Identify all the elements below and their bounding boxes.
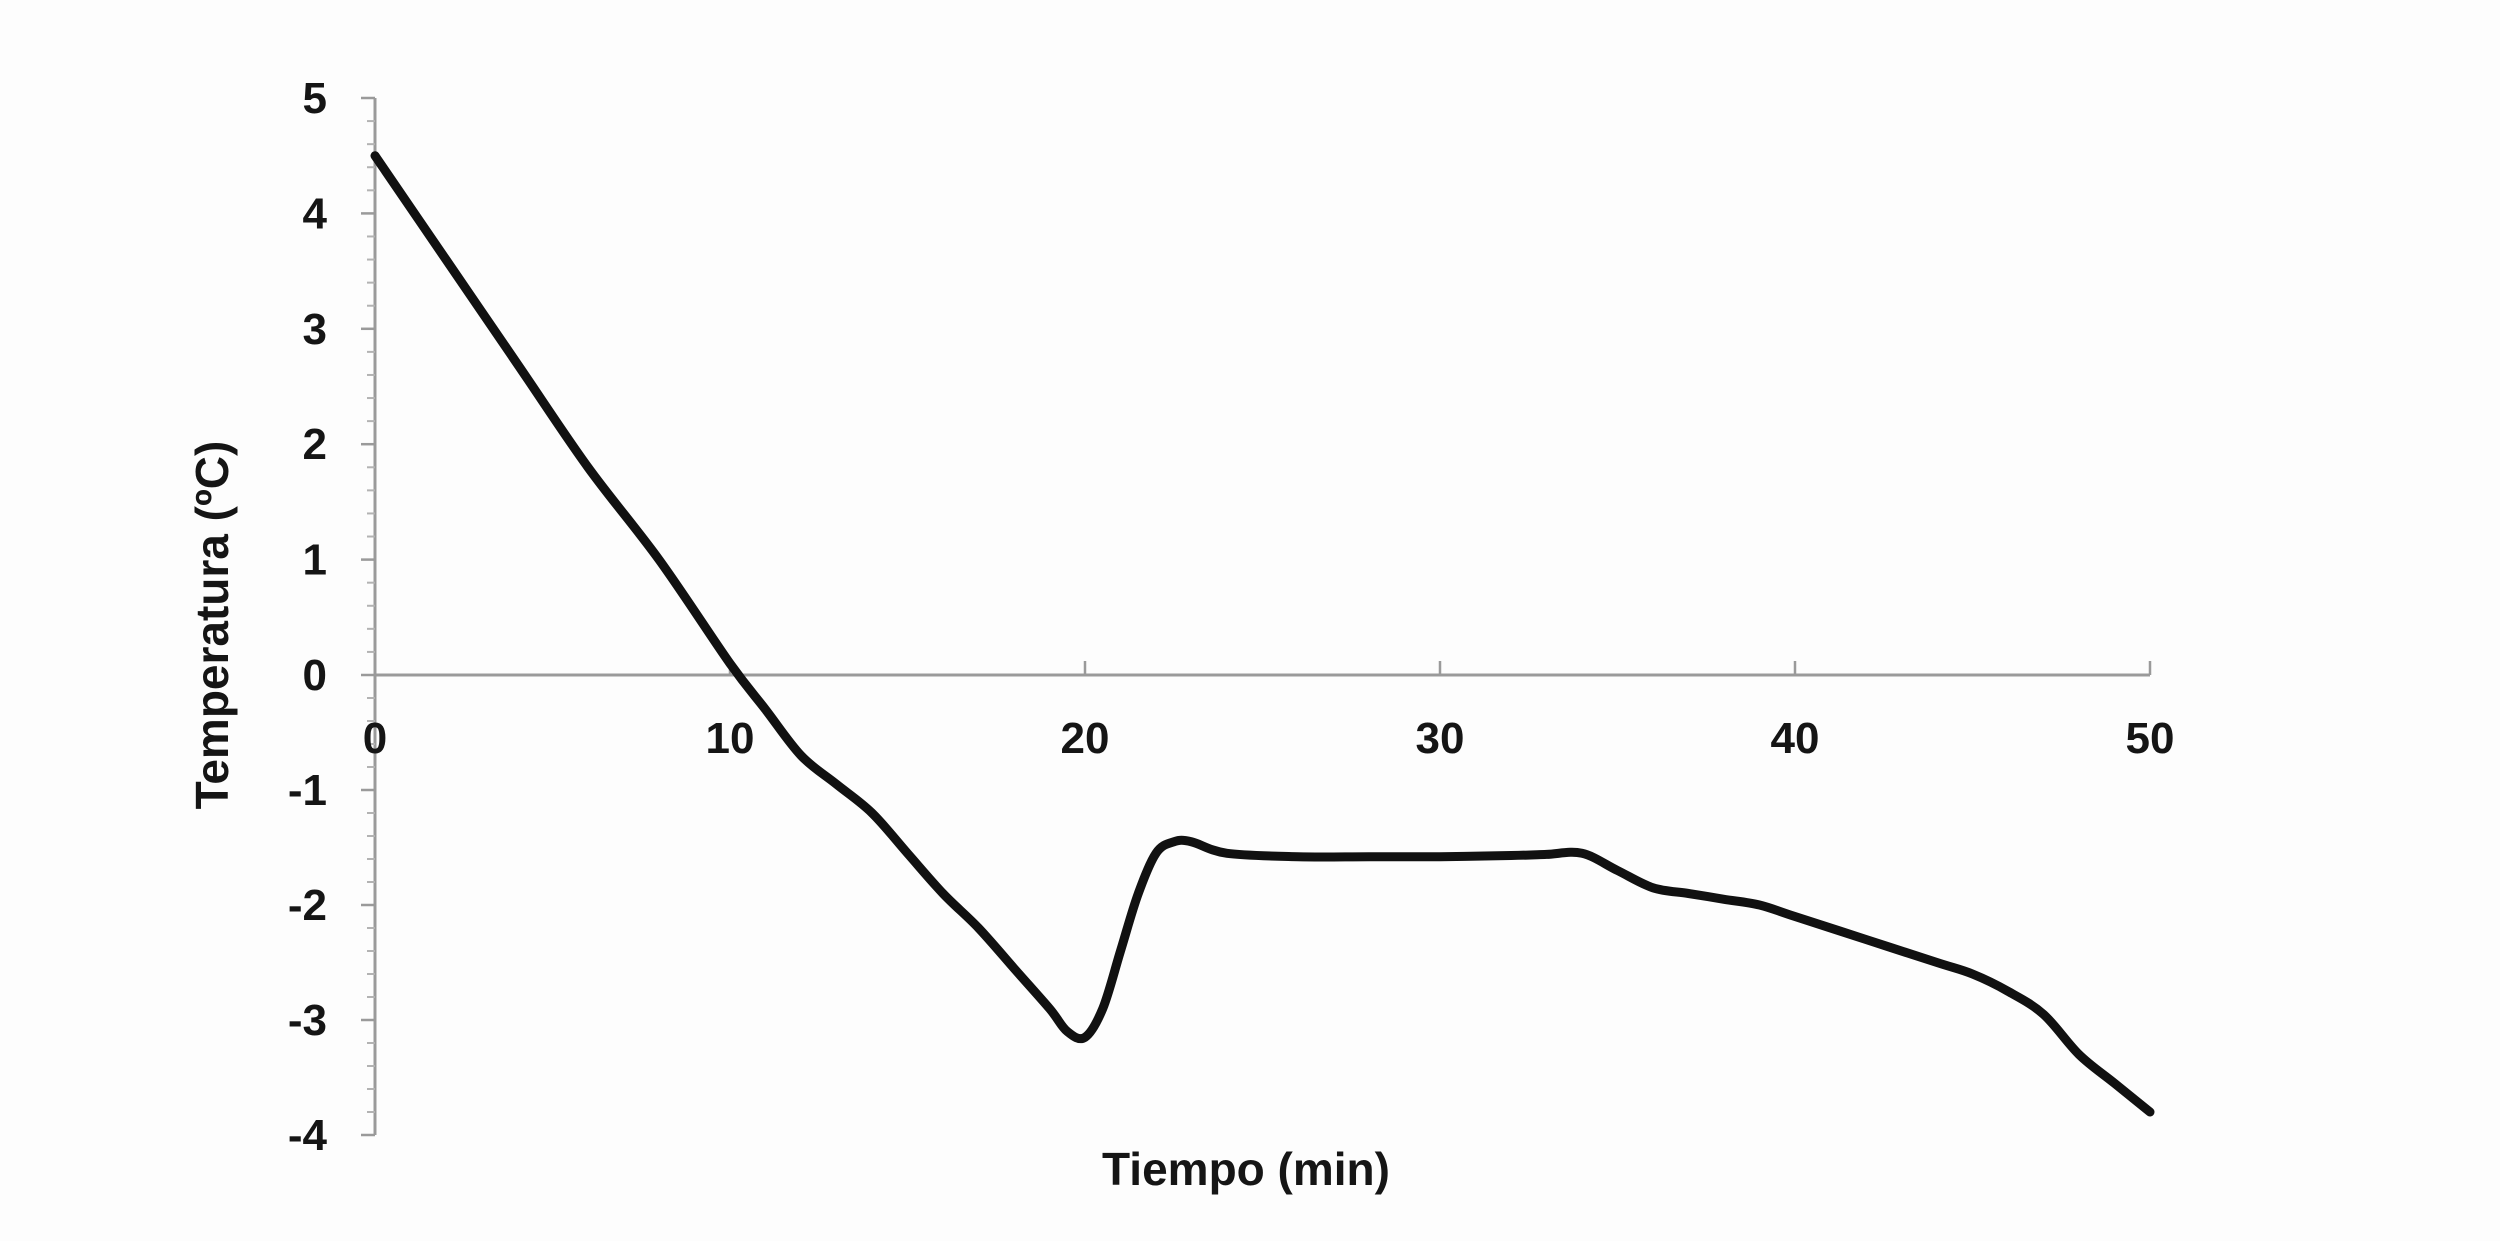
y-axis-title: Temperatura (ºC) <box>186 441 238 810</box>
series-line-0 <box>370 151 2155 1117</box>
y-tick-label: -3 <box>288 996 327 1045</box>
y-tick-label: 5 <box>303 74 327 123</box>
y-tick-label: 2 <box>303 420 327 469</box>
x-tick-label: 0 <box>363 714 387 763</box>
x-tick-label: 30 <box>1416 714 1465 763</box>
y-tick-label: -1 <box>288 766 327 815</box>
x-tick-label: 10 <box>706 714 755 763</box>
y-tick-label: 3 <box>303 305 327 354</box>
y-tick-label: -4 <box>288 1111 328 1160</box>
y-tick-label: 1 <box>303 536 327 585</box>
x-tick-label: 20 <box>1061 714 1110 763</box>
x-axis-title: Tiempo (min) <box>1102 1143 1390 1195</box>
x-tick-label: 50 <box>2126 714 2175 763</box>
y-tick-label: -2 <box>288 881 327 930</box>
y-tick-label: 0 <box>303 651 327 700</box>
y-tick-label: 4 <box>303 189 328 238</box>
x-tick-label: 40 <box>1771 714 1820 763</box>
tick-marks <box>361 96 2152 1137</box>
axes <box>373 98 2150 1135</box>
series-layer <box>370 151 2155 1117</box>
